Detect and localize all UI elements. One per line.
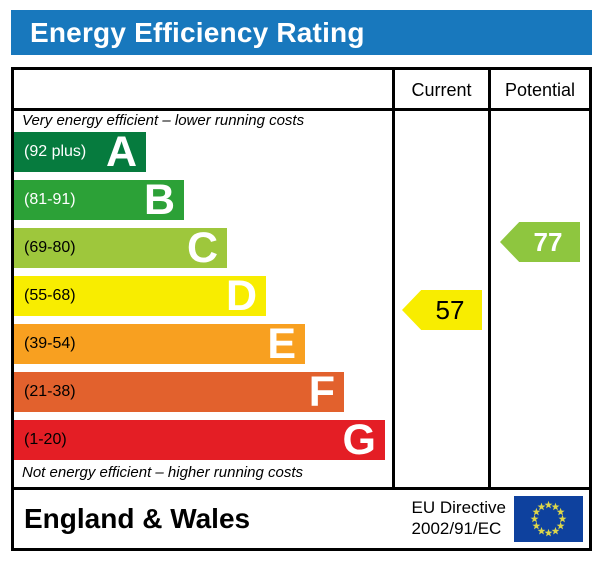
current-column-divider [392, 70, 395, 487]
band-e-range: (39-54) [24, 335, 76, 352]
band-c-range: (69-80) [24, 239, 76, 256]
band-e: (39-54) E [14, 319, 305, 368]
column-header-potential: Potential [504, 80, 576, 100]
band-a: (92 plus) A [14, 127, 146, 176]
eu-directive-label: EU Directive 2002/91/EC [412, 498, 506, 539]
band-c: (69-80) C [14, 223, 227, 272]
eu-flag-icon [514, 495, 583, 542]
potential-rating-value: 77 [533, 226, 563, 257]
band-b-letter: B [143, 175, 175, 224]
footer: England & Wales EU Directive 2002/91/EC [14, 490, 589, 547]
bottom-note: Not energy efficient – higher running co… [22, 464, 303, 481]
band-a-letter: A [105, 127, 137, 176]
band-b: (81-91) B [14, 175, 184, 224]
column-header-current: Current [411, 80, 472, 100]
band-d-range: (55-68) [24, 287, 76, 304]
band-f-range: (21-38) [24, 383, 76, 400]
band-g-range: (1-20) [24, 431, 67, 448]
band-d: (55-68) D [14, 271, 266, 320]
eu-directive-line2: 2002/91/EC [411, 518, 502, 538]
band-g-letter: G [342, 415, 376, 464]
band-f: (21-38) F [14, 367, 344, 416]
band-d-letter: D [225, 271, 257, 320]
potential-rating-arrow: 77 [500, 222, 580, 262]
title-bar: Energy Efficiency Rating [11, 10, 592, 55]
page-title: Energy Efficiency Rating [30, 16, 365, 48]
band-c-letter: C [186, 223, 218, 272]
band-e-letter: E [267, 319, 296, 368]
header-divider-line [14, 108, 589, 111]
band-f-letter: F [308, 367, 335, 416]
rating-table: Current Potential Very energy efficient … [11, 67, 592, 551]
potential-column-divider [488, 70, 491, 487]
eu-directive-line1: EU Directive [411, 498, 506, 518]
band-a-range: (92 plus) [24, 143, 87, 160]
footer-divider-line [14, 487, 589, 490]
region-label: England & Wales [24, 502, 251, 534]
band-b-range: (81-91) [24, 191, 76, 208]
eu-flag-stars [530, 500, 567, 536]
band-g: (1-20) G [14, 415, 385, 464]
current-rating-arrow: 57 [402, 290, 482, 330]
current-rating-value: 57 [435, 294, 465, 325]
top-note: Very energy efficient – lower running co… [22, 112, 305, 129]
